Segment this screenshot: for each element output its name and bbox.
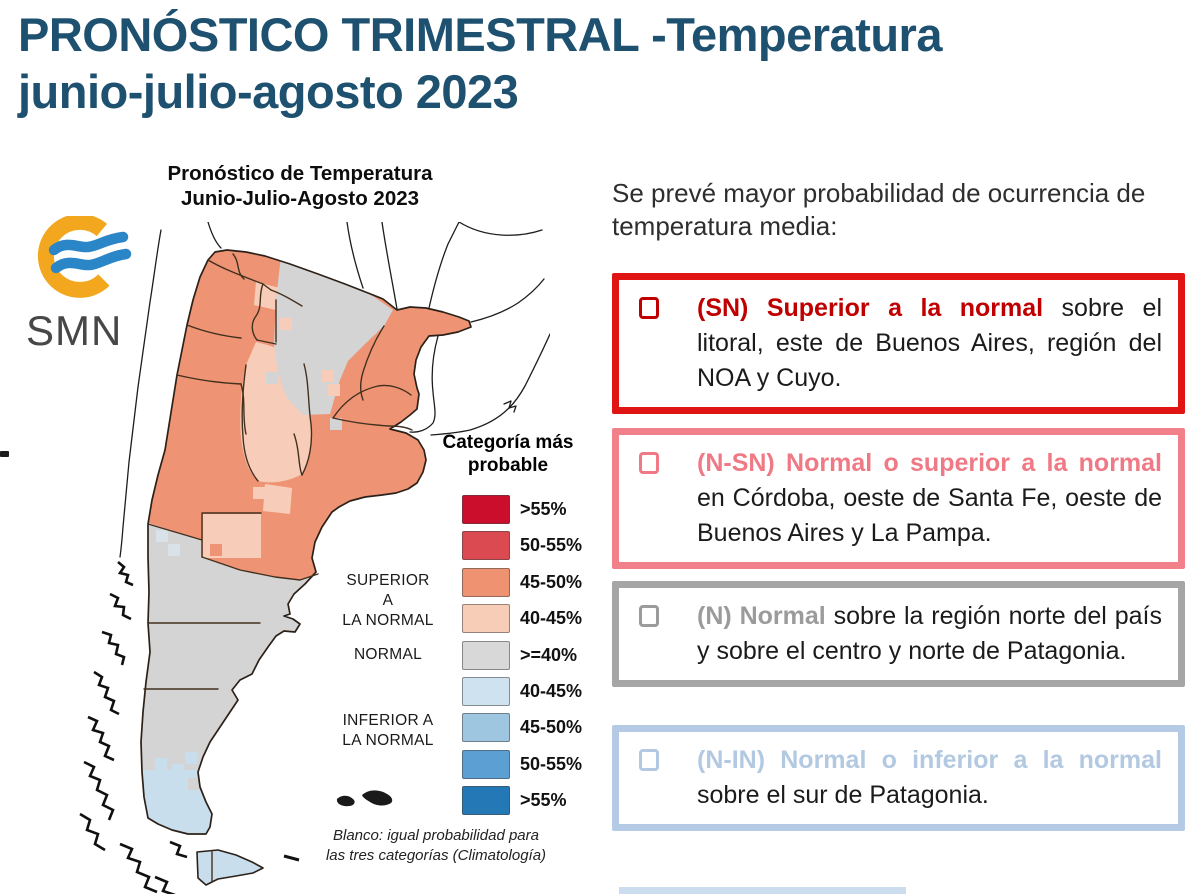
legend-label: 40-45%: [520, 608, 583, 629]
legend-group-superior: SUPERIOR A LA NORMAL: [342, 572, 434, 629]
forecast-box-sn-rest: sobre el litoral, este de Buenos Aires, …: [697, 294, 1162, 392]
legend-swatch: [462, 786, 510, 816]
intro-text: Se prevé mayor probabilidad de ocurrenci…: [612, 178, 1146, 241]
legend-item: 45-50%: [462, 567, 583, 597]
legend-item: >55%: [462, 495, 582, 524]
argentina-forecast-map: [79, 222, 550, 894]
checkbox-icon: [639, 605, 659, 627]
map-footnote: Blanco: igual probabilidad para las tres…: [325, 827, 547, 864]
checkbox-icon: [639, 749, 659, 771]
province-borders: [143, 253, 413, 690]
legend-label: >55%: [520, 790, 567, 811]
legend-item: 40-45%: [462, 604, 583, 634]
legend-label: >55%: [520, 499, 567, 519]
smn-logo-text: SMN: [26, 307, 123, 354]
region-normal-chaco: [274, 256, 393, 415]
legend-item: >55%: [462, 786, 582, 816]
legend-item: 50-55%: [462, 531, 583, 561]
legend-label: 45-50%: [520, 717, 583, 738]
legend-item: 50-55%: [462, 749, 583, 779]
malvinas-islands: [336, 790, 393, 807]
checkbox-icon: [639, 452, 659, 474]
forecast-box-nin-lead: (N-IN) Normal o inferior a la normal: [697, 746, 1162, 774]
forecast-box-n-text: (N) Normal sobre la región norte del paí…: [697, 599, 1162, 669]
neighbor-borders: [207, 222, 550, 436]
legend-group-inferior: INFERIOR A LA NORMAL: [342, 712, 434, 749]
forecast-box-nin-rest: sobre el sur de Patagonia.: [697, 781, 989, 809]
page-title-line2: junio-julio-agosto 2023: [18, 65, 519, 118]
forecast-box-nin-text: (N-IN) Normal o inferior a la normal sob…: [697, 743, 1162, 813]
tierra-del-fuego: [196, 849, 300, 886]
forecast-box-n-lead: (N) Normal: [697, 602, 826, 630]
legend-label: 50-55%: [520, 535, 583, 556]
pixel-cells: [155, 312, 342, 790]
map-title: Pronóstico de Temperatura Junio-Julio-Ag…: [167, 162, 433, 210]
footer-accent-bar: [619, 887, 906, 894]
checkbox-icon: [639, 297, 659, 319]
legend-swatch: [462, 604, 510, 634]
legend-swatch: [462, 531, 510, 561]
legend-swatch: [462, 640, 510, 670]
legend-item: 45-50%: [462, 713, 583, 743]
chile-outline: [79, 229, 188, 894]
legend-swatch: [462, 749, 510, 779]
legend-item: 40-45%: [462, 676, 583, 706]
forecast-box-nin: (N-IN) Normal o inferior a la normal sob…: [612, 725, 1185, 831]
forecast-box-nsn-rest: en Córdoba, oeste de Santa Fe, oeste de …: [697, 484, 1162, 547]
forecast-box-sn-lead: (SN) Superior a la normal: [697, 294, 1044, 322]
page-title-line1: PRONÓSTICO TRIMESTRAL -Temperatura: [18, 8, 942, 61]
legend-swatch: [462, 567, 510, 597]
legend-label: 40-45%: [520, 680, 583, 701]
legend-title: Categoría más probable: [442, 432, 574, 476]
legend-swatch: [462, 495, 510, 524]
legend-swatch: [462, 676, 510, 706]
forecast-box-nsn-text: (N-SN) Normal o superior a la normal en …: [697, 446, 1162, 551]
page-title: PRONÓSTICO TRIMESTRAL -Temperatura junio…: [18, 6, 1138, 120]
forecast-box-nsn-lead: (N-SN) Normal o superior a la normal: [697, 449, 1162, 477]
forecast-box-sn-text: (SN) Superior a la normal sobre el litor…: [697, 291, 1162, 396]
legend-swatch: [462, 713, 510, 743]
legend-item: >=40%: [462, 640, 582, 670]
legend: >55% 50-55% 45-50% 40-45% >=40% 40-45% 4…: [462, 495, 583, 816]
legend-label: >=40%: [520, 644, 578, 665]
smn-logo: SMN: [26, 213, 146, 354]
legend-group-normal: NORMAL: [353, 646, 423, 663]
legend-label: 45-50%: [520, 571, 583, 592]
map-edge-dash: [0, 451, 9, 457]
forecast-box-n-rest: sobre la región norte del país y sobre e…: [697, 602, 1162, 665]
legend-label: 50-55%: [520, 753, 583, 774]
forecast-box-sn: (SN) Superior a la normal sobre el litor…: [612, 273, 1185, 414]
smn-logo-icon: [37, 213, 132, 298]
forecast-box-nsn: (N-SN) Normal o superior a la normal en …: [612, 428, 1185, 569]
forecast-box-n: (N) Normal sobre la región norte del paí…: [612, 581, 1185, 687]
